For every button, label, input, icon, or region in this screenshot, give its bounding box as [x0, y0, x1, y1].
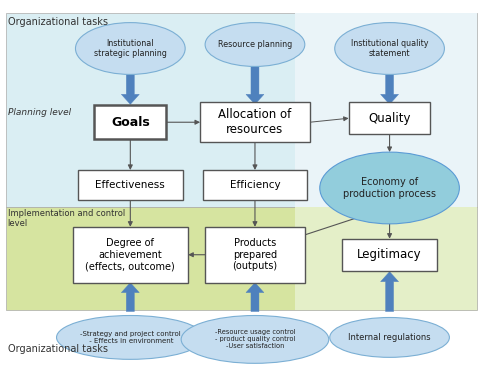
Text: Organizational tasks: Organizational tasks [8, 17, 108, 27]
FancyBboxPatch shape [342, 239, 437, 271]
Text: Products
prepared
(outputs): Products prepared (outputs) [232, 238, 278, 271]
FancyBboxPatch shape [205, 227, 305, 283]
Text: Internal regulations: Internal regulations [348, 333, 431, 342]
Ellipse shape [330, 317, 449, 357]
Text: Implementation and control
level: Implementation and control level [8, 209, 125, 228]
Text: Degree of
achievement
(effects, outcome): Degree of achievement (effects, outcome) [85, 238, 175, 271]
Polygon shape [381, 272, 398, 311]
Polygon shape [246, 66, 264, 104]
Ellipse shape [335, 23, 444, 75]
Ellipse shape [320, 152, 459, 224]
Text: -Resource usage control
- product quality control
-User satisfaction: -Resource usage control - product qualit… [214, 330, 295, 349]
Text: Organizational tasks: Organizational tasks [8, 344, 108, 354]
Text: Economy of
production process: Economy of production process [343, 177, 436, 199]
Text: Legitimacy: Legitimacy [357, 248, 422, 261]
Bar [295, 207, 477, 310]
Polygon shape [381, 75, 398, 104]
Text: Allocation of
resources: Allocation of resources [218, 108, 292, 136]
Text: Institutional quality
statement: Institutional quality statement [351, 39, 428, 58]
Ellipse shape [181, 315, 329, 363]
FancyBboxPatch shape [73, 227, 188, 283]
Text: -Strategy and project control
 - Effects in environment: -Strategy and project control - Effects … [80, 331, 181, 344]
FancyBboxPatch shape [202, 170, 307, 200]
Text: Efficiency: Efficiency [229, 180, 280, 190]
Text: Quality: Quality [369, 112, 411, 125]
FancyBboxPatch shape [349, 102, 430, 134]
FancyBboxPatch shape [94, 105, 166, 139]
Polygon shape [246, 283, 264, 311]
Text: Goals: Goals [111, 116, 150, 129]
Bar [295, 13, 477, 207]
Polygon shape [121, 283, 139, 311]
FancyBboxPatch shape [200, 102, 310, 142]
Ellipse shape [75, 23, 185, 75]
Text: Effectiveness: Effectiveness [96, 180, 165, 190]
Ellipse shape [57, 315, 204, 359]
Ellipse shape [205, 23, 305, 66]
Bar [6, 13, 477, 207]
Text: Institutional
strategic planning: Institutional strategic planning [94, 39, 167, 58]
Text: Resource planning: Resource planning [218, 40, 292, 49]
FancyBboxPatch shape [78, 170, 183, 200]
Text: Planning level: Planning level [8, 108, 71, 117]
Polygon shape [121, 75, 139, 104]
Bar [6, 207, 477, 310]
